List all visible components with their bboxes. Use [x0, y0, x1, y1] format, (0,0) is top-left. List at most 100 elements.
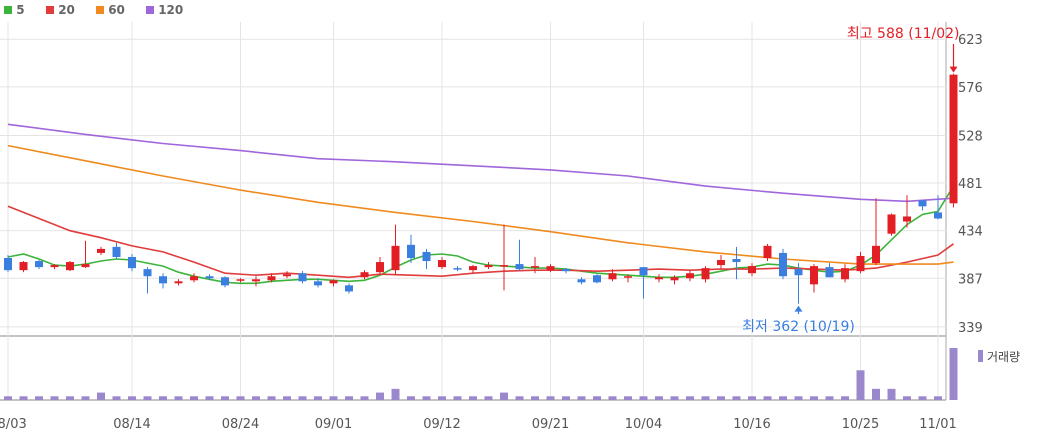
volume-bar — [438, 396, 446, 400]
volume-bar — [469, 396, 477, 400]
candle-body — [112, 246, 121, 257]
x-tick-label: 09/21 — [532, 417, 569, 432]
volume-bar — [81, 396, 90, 400]
volume-bar — [376, 392, 384, 400]
y-tick-label: 481 — [958, 177, 983, 192]
volume-bar — [500, 392, 508, 400]
volume-legend-swatch — [978, 350, 983, 362]
x-tick-label: 08/03 — [0, 417, 27, 432]
legend-ma120-swatch — [146, 6, 154, 14]
legend-ma120: 120 — [146, 3, 183, 17]
volume-bar — [577, 396, 586, 400]
volume-bar — [717, 396, 725, 400]
candle-body — [252, 279, 260, 282]
volume-bar — [593, 396, 601, 400]
volume-bar — [128, 396, 136, 400]
volume-bar — [407, 396, 415, 400]
candle-body — [19, 262, 28, 271]
volume-bar — [810, 396, 818, 400]
volume-bar — [50, 396, 59, 400]
y-tick-label: 528 — [958, 129, 983, 144]
volume-bar — [283, 396, 291, 400]
volume-bar — [887, 388, 896, 400]
x-tick-label: 08/14 — [113, 417, 150, 432]
candle-body — [438, 260, 446, 268]
legend-ma5-swatch — [4, 6, 12, 14]
candle-body — [732, 259, 741, 263]
x-tick-label: 10/16 — [733, 417, 770, 432]
candle-body — [35, 261, 43, 268]
legend-ma5-label: 5 — [16, 3, 25, 17]
legend-ma120-label: 120 — [158, 3, 184, 17]
x-tick-label: 09/12 — [423, 417, 460, 432]
ma-5-line — [7, 185, 955, 285]
volume-bar — [66, 396, 74, 400]
volume-bar — [252, 396, 260, 400]
legend-ma60-swatch — [96, 6, 104, 14]
x-tick-label: 11/01 — [919, 417, 956, 432]
volume-bar — [748, 396, 756, 400]
volume-bar — [515, 396, 524, 400]
volume-bar — [221, 396, 229, 400]
volume-bar — [856, 370, 865, 400]
candle-body — [500, 265, 508, 267]
candle-body — [174, 281, 183, 284]
volume-bar — [608, 396, 617, 400]
volume-bar — [391, 388, 400, 400]
volume-bar — [562, 396, 570, 400]
y-tick-label: 434 — [958, 225, 983, 240]
candle-body — [360, 272, 369, 278]
volume-bar — [655, 396, 663, 400]
volume-bar — [112, 396, 121, 400]
y-tick-label: 623 — [958, 33, 983, 48]
legend-ma20-label: 20 — [58, 3, 75, 17]
candle-body — [422, 251, 431, 262]
volume-bar — [794, 396, 803, 400]
candle-body — [298, 273, 307, 282]
volume-bar — [624, 396, 632, 400]
candle-body — [469, 266, 477, 271]
volume-bar — [732, 396, 741, 400]
candle-body — [562, 269, 570, 272]
candle-body — [314, 281, 322, 286]
volume-bar — [546, 396, 555, 400]
candle-body — [794, 269, 803, 276]
volume-bar — [763, 396, 772, 400]
candle-body — [143, 269, 152, 277]
volume-bar — [779, 396, 787, 400]
candle-body — [934, 212, 942, 219]
y-tick-label: 576 — [958, 81, 983, 96]
legend-ma20: 20 — [46, 3, 75, 17]
high-arrow-head — [949, 66, 958, 73]
x-tick-label: 09/01 — [315, 417, 352, 432]
volume-bar — [825, 396, 834, 400]
candle-body — [655, 277, 663, 280]
volume-bar — [918, 396, 927, 400]
volume-bar — [205, 396, 214, 400]
volume-bar — [934, 396, 942, 400]
candle-body — [376, 262, 384, 273]
candle-body — [856, 255, 865, 272]
candle-body — [531, 266, 539, 268]
volume-bar — [298, 396, 307, 400]
legend-ma5: 5 — [4, 3, 25, 17]
volume-bar — [531, 396, 539, 400]
candle-body — [717, 260, 725, 266]
volume-bar — [190, 396, 198, 400]
volume-bar — [329, 396, 338, 400]
candle-body — [872, 245, 880, 264]
candle-body — [345, 285, 353, 292]
legend-ma60: 60 — [96, 3, 125, 17]
candle-body — [887, 214, 896, 234]
candle-body — [391, 245, 400, 271]
volume-bar — [19, 396, 28, 400]
candle-body — [810, 266, 818, 285]
low-arrow-head — [794, 305, 803, 312]
candle-body — [546, 266, 555, 271]
volume-bar — [484, 396, 493, 400]
volume-bar — [903, 396, 911, 400]
volume-bar — [841, 396, 849, 400]
candle-body — [763, 245, 772, 259]
x-tick-label: 08/24 — [222, 417, 259, 432]
candle-body — [639, 267, 648, 276]
